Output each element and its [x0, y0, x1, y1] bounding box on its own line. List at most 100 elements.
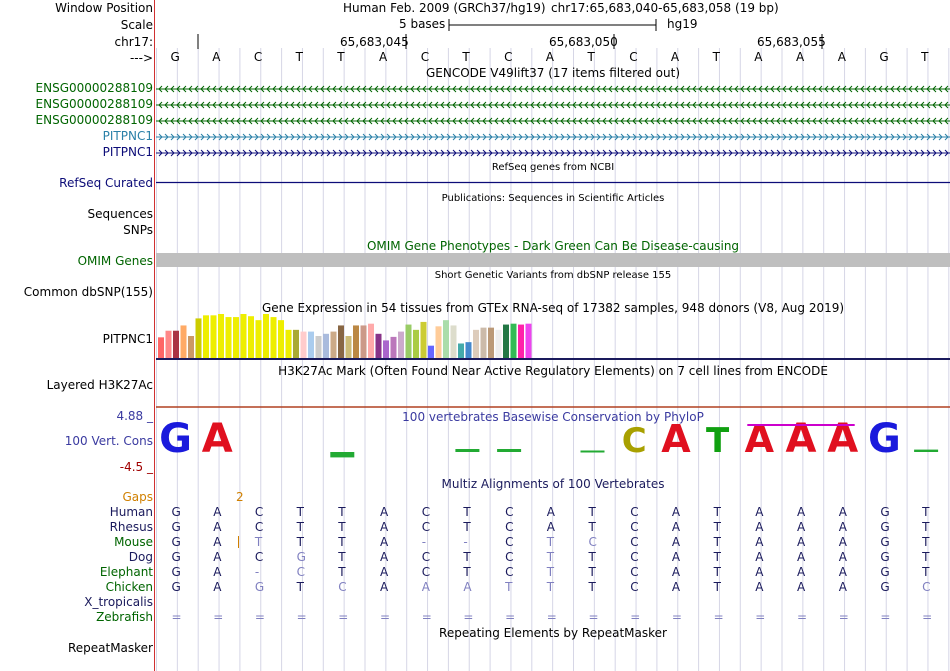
cons-track-label[interactable]: 100 Vert. Cons [64, 434, 153, 448]
gtex-bar[interactable] [338, 325, 344, 358]
gtex-bar[interactable] [255, 320, 262, 358]
gencode-gene-label[interactable]: ENSG00000288109 [35, 113, 153, 127]
multiz-base: A [797, 520, 806, 534]
gtex-chart[interactable] [156, 314, 950, 360]
gtex-bar[interactable] [278, 320, 284, 358]
sequences-track-label[interactable]: Sequences [87, 207, 153, 221]
gtex-bar[interactable] [398, 331, 404, 358]
gtex-bar[interactable] [435, 326, 442, 358]
gtex-bar[interactable] [413, 329, 419, 358]
gtex-bar[interactable] [443, 320, 449, 358]
gencode-gene-label[interactable]: ENSG00000288109 [35, 81, 153, 95]
gtex-bar[interactable] [420, 321, 427, 358]
base-letter: A [212, 50, 221, 64]
gtex-bar[interactable] [240, 314, 247, 358]
gencode-gene-label[interactable]: ENSG00000288109 [35, 97, 153, 111]
multiz-base: A [755, 505, 764, 519]
gtex-bar[interactable] [480, 327, 487, 358]
gene-feature[interactable] [156, 101, 950, 109]
gtex-bar[interactable] [465, 342, 472, 358]
gtex-bar[interactable] [263, 314, 269, 358]
gtex-bar[interactable] [300, 331, 307, 358]
gtex-bar[interactable] [158, 337, 164, 358]
omim-track-label[interactable]: OMIM Genes [77, 254, 153, 268]
gtex-bar[interactable] [195, 318, 202, 358]
gtex-bar[interactable] [315, 336, 322, 358]
gene-feature[interactable] [156, 85, 950, 93]
gtex-bar[interactable] [495, 329, 502, 358]
multiz-species-label[interactable]: Human [109, 505, 153, 519]
gtex-bar[interactable] [218, 314, 224, 358]
multiz-species-label[interactable]: X_tropicalis [84, 595, 153, 609]
multiz-base: T [463, 520, 471, 534]
multiz-base: = [630, 610, 641, 624]
base-letter: C [629, 50, 638, 64]
multiz-base: = [254, 610, 265, 624]
gtex-bar[interactable] [450, 325, 457, 358]
multiz-base: T [546, 535, 555, 549]
gtex-bar[interactable] [353, 325, 359, 358]
gtex-bar[interactable] [525, 323, 532, 358]
gtex-bar[interactable] [180, 325, 187, 358]
gtex-bar[interactable] [233, 317, 239, 358]
multiz-species-label[interactable]: Chicken [105, 580, 153, 594]
multiz-base: T [588, 520, 596, 534]
multiz-species-label[interactable]: Dog [128, 550, 153, 564]
gtex-bar[interactable] [473, 329, 479, 358]
gtex-bar[interactable] [383, 340, 389, 358]
gencode-gene-label[interactable]: PITPNC1 [102, 145, 153, 159]
refseq-feature[interactable] [156, 181, 950, 184]
gencode-features[interactable] [156, 79, 950, 159]
gtex-bar[interactable] [360, 325, 367, 358]
multiz-species-label[interactable]: Elephant [99, 565, 153, 579]
gtex-bar[interactable] [518, 324, 524, 358]
multiz-base: C [505, 535, 514, 549]
gtex-bar[interactable] [390, 336, 397, 358]
refseq-track-label[interactable]: RefSeq Curated [59, 176, 153, 190]
gene-feature[interactable] [156, 133, 950, 141]
snps-track-label[interactable]: SNPs [123, 223, 153, 237]
gtex-bar[interactable] [428, 345, 434, 358]
gencode-track-title: GENCODE V49lift37 (17 items filtered out… [425, 66, 680, 80]
gtex-bar[interactable] [188, 336, 194, 358]
gencode-gene-label[interactable]: PITPNC1 [102, 129, 153, 143]
gtex-bar[interactable] [248, 316, 254, 358]
multiz-base: = [171, 610, 182, 624]
gtex-bar[interactable] [345, 336, 352, 358]
gtex-bar[interactable] [488, 327, 494, 358]
multiz-base: T [922, 520, 930, 534]
dbsnp-track-label[interactable]: Common dbSNP(155) [23, 285, 153, 299]
gtex-track-label[interactable]: PITPNC1 [102, 332, 153, 346]
multiz-species-label[interactable]: Rhesus [109, 520, 153, 534]
gtex-bar[interactable] [308, 331, 314, 358]
multiz-base: A [838, 580, 847, 594]
omim-feature[interactable] [156, 253, 950, 267]
gene-feature[interactable] [156, 149, 950, 157]
gtex-bar[interactable] [503, 324, 509, 358]
gtex-bar[interactable] [203, 315, 209, 358]
multiz-species-label[interactable]: Zebrafish [96, 610, 153, 624]
repeatmasker-track-label[interactable]: RepeatMasker [67, 641, 153, 655]
multiz-base: T [463, 565, 471, 579]
gtex-bar[interactable] [375, 333, 382, 358]
gtex-bar[interactable] [293, 329, 299, 358]
multiz-base: A [838, 550, 847, 564]
gtex-bar[interactable] [510, 323, 517, 358]
gtex-bar[interactable] [173, 330, 179, 358]
gtex-bar[interactable] [270, 317, 277, 358]
gtex-bar[interactable] [225, 317, 232, 358]
gtex-bar[interactable] [368, 323, 374, 358]
gtex-bar[interactable] [165, 330, 172, 358]
gtex-bar[interactable] [323, 333, 329, 358]
gtex-bar[interactable] [458, 343, 464, 358]
gene-feature[interactable] [156, 117, 950, 125]
multiz-species-label[interactable]: Mouse [114, 535, 153, 549]
h3k27ac-track-label[interactable]: Layered H3K27Ac [46, 378, 153, 392]
gtex-bar[interactable] [285, 329, 292, 358]
gtex-bar[interactable] [405, 324, 412, 358]
multiz-base: A [671, 520, 681, 534]
gtex-bar[interactable] [330, 331, 337, 358]
gtex-bar[interactable] [210, 315, 217, 358]
